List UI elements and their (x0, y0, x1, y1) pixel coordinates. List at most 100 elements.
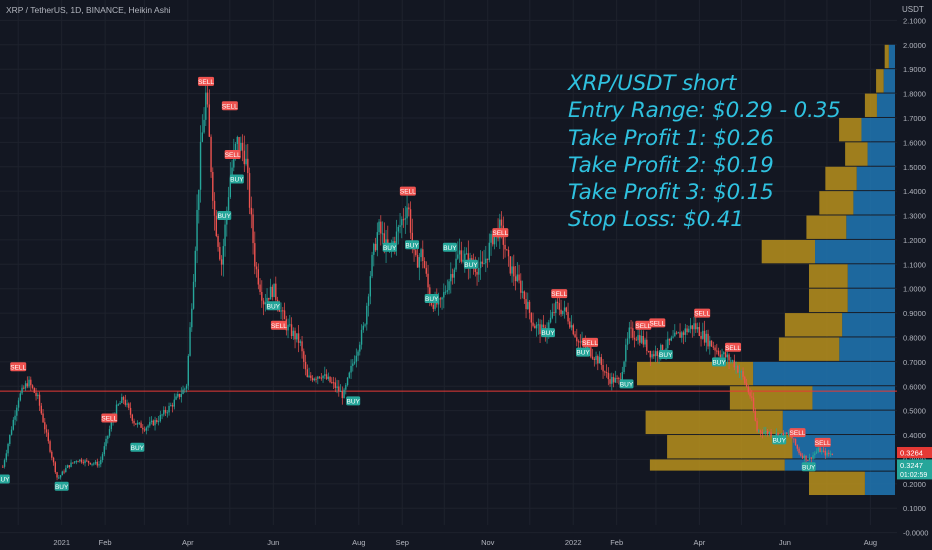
candle-body (362, 325, 365, 330)
candle-body (63, 471, 65, 473)
candle-body (548, 322, 550, 332)
candle-body (126, 403, 128, 405)
candle-body (432, 304, 435, 309)
candle-body (602, 364, 604, 372)
candle-body (689, 325, 692, 329)
candle-body (268, 297, 270, 300)
candle-body (163, 409, 165, 415)
price-tick-label: 2.0000 (903, 41, 926, 50)
price-tick-label: 0.4000 (903, 431, 926, 440)
candle-body (59, 475, 62, 478)
candle-body (103, 446, 106, 455)
price-axis[interactable]: 2.1000 2.0000 1.9000 1.8000 1.7000 1.6000 1.50… (903, 16, 928, 537)
candle-body (315, 378, 317, 380)
candle-body (590, 347, 592, 357)
candle-body (108, 429, 111, 436)
candle-body (784, 432, 786, 438)
candle-body (793, 438, 795, 440)
signal-box (814, 437, 831, 447)
signal-box (725, 342, 742, 352)
candle-body (556, 301, 559, 304)
time-tick-label: Jun (779, 538, 791, 547)
candle-body (215, 215, 218, 236)
candle-body (280, 310, 282, 312)
signal-label: BUY (267, 303, 281, 310)
candle-body (579, 341, 582, 343)
candle-body (455, 258, 457, 270)
candle-body (710, 340, 713, 347)
candle-body (98, 464, 100, 466)
candle-body (70, 462, 72, 467)
buy-signal: BUY (424, 293, 439, 303)
volume-profile-bar-up (864, 471, 895, 496)
candle-body (115, 404, 118, 415)
candle-body (810, 457, 813, 459)
candle-body (504, 244, 506, 250)
candle-body (231, 167, 233, 178)
candle-body (119, 403, 121, 405)
candle-body (240, 142, 242, 151)
candle-body (616, 377, 618, 379)
candle-body (476, 271, 478, 275)
buy-signal: BUY (541, 328, 555, 337)
sell-signal: SELL (814, 437, 831, 447)
candle-body (635, 339, 638, 341)
candle-body (593, 358, 596, 360)
candle-body (247, 158, 249, 174)
candle-body (117, 404, 120, 406)
candle-body (824, 450, 827, 456)
candle-body (182, 389, 184, 395)
sell-signal: SELL (551, 289, 568, 298)
candle-body (142, 427, 144, 430)
last-price-badge (897, 446, 932, 458)
signal-label: BUY (802, 464, 816, 471)
buy-signal: BUY (346, 396, 361, 405)
volume-profile-bar-up (847, 288, 895, 313)
candle-body (241, 142, 244, 151)
sell-signal: SELL (649, 318, 666, 327)
candle-body (661, 344, 664, 353)
candle-body (709, 340, 711, 347)
volume-profile-bar-down (806, 215, 847, 239)
price-tick-label: 0.5000 (903, 407, 926, 416)
candle-body (528, 301, 531, 313)
candle-body (131, 414, 134, 421)
candle-body (191, 308, 193, 328)
time-tick-label: Aug (864, 538, 877, 547)
candle-body (632, 328, 634, 338)
candle-body (453, 269, 456, 278)
signal-label: BUY (541, 330, 555, 337)
candle-body (777, 433, 779, 438)
candle-body (808, 457, 811, 460)
candle-body (681, 332, 683, 338)
candle-body (794, 438, 797, 445)
candle-body (448, 281, 450, 291)
candle-body (75, 461, 78, 463)
candle-body (803, 455, 806, 459)
candle-body (54, 462, 57, 473)
candle-body (443, 292, 445, 298)
last-price-badge-text: 0.3264 (900, 449, 923, 458)
candle-body (196, 209, 198, 251)
candle-body (787, 433, 790, 435)
candle-body (348, 372, 351, 378)
candle-body (210, 136, 212, 173)
candle-body (243, 150, 246, 165)
candle-body (726, 354, 729, 358)
candle-body (257, 269, 260, 285)
volume-profile-bar-down (784, 313, 843, 337)
candle-body (187, 355, 190, 386)
signal-box (266, 301, 281, 311)
price-tick-label: -0.0000 (903, 529, 928, 538)
candle-body (143, 429, 146, 431)
candle-body (373, 243, 375, 255)
signal-label: SELL (271, 323, 287, 330)
buy-signal: BUY (54, 481, 69, 491)
candle-body (646, 339, 648, 351)
candle-body (408, 207, 410, 210)
candle-body (101, 454, 104, 460)
candle-body (105, 438, 107, 447)
time-axis[interactable]: 2021 Feb Apr Jun Aug Sep Nov 2022 Feb Apr Jun Aug (53, 538, 877, 547)
